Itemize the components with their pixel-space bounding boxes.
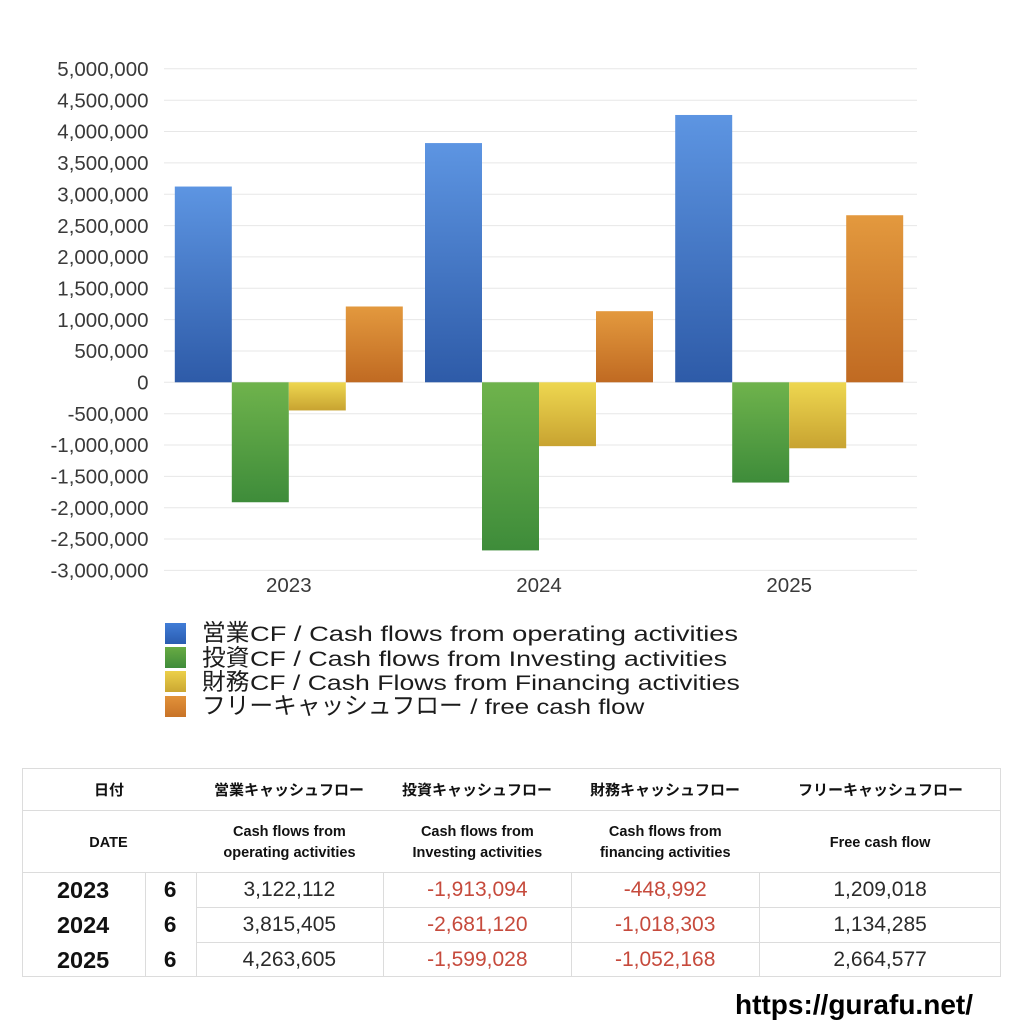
- svg-text:0: 0: [137, 372, 148, 395]
- svg-text:1,500,000: 1,500,000: [57, 277, 148, 300]
- svg-text:2023: 2023: [266, 574, 312, 597]
- svg-text:3,500,000: 3,500,000: [57, 152, 148, 175]
- svg-text:3,000,000: 3,000,000: [57, 183, 148, 206]
- svg-text:500,000: 500,000: [74, 340, 148, 363]
- svg-text:-500,000: -500,000: [68, 403, 149, 426]
- svg-text:-1,500,000: -1,500,000: [50, 466, 148, 489]
- svg-text:-2,000,000: -2,000,000: [50, 497, 148, 520]
- svg-text:-2,500,000: -2,500,000: [50, 528, 148, 551]
- svg-text:2,000,000: 2,000,000: [57, 246, 148, 269]
- svg-text:2025: 2025: [766, 574, 812, 597]
- svg-text:5,000,000: 5,000,000: [57, 58, 148, 81]
- svg-text:-3,000,000: -3,000,000: [50, 560, 148, 583]
- svg-text:4,500,000: 4,500,000: [57, 89, 148, 112]
- svg-text:-1,000,000: -1,000,000: [50, 434, 148, 457]
- svg-text:2024: 2024: [516, 574, 562, 597]
- svg-text:1,000,000: 1,000,000: [57, 309, 148, 332]
- svg-text:2,500,000: 2,500,000: [57, 215, 148, 238]
- svg-text:4,000,000: 4,000,000: [57, 121, 148, 144]
